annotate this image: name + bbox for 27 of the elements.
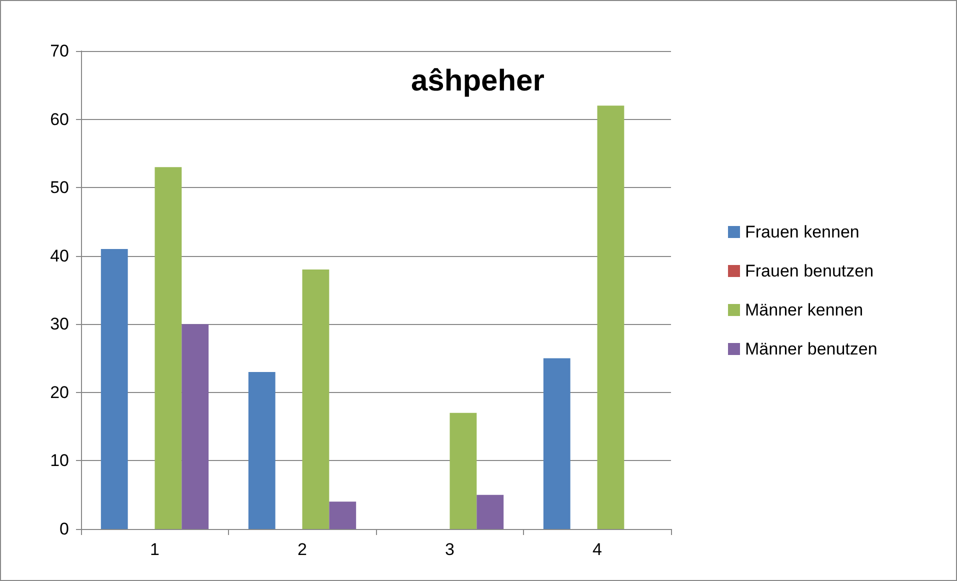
x-tick-label: 2 (298, 540, 307, 559)
y-tick-label: 30 (50, 314, 69, 334)
y-tick-label: 20 (50, 382, 69, 402)
y-tick-label: 50 (50, 178, 69, 198)
legend-label: Männer kennen (745, 300, 864, 320)
bar (154, 167, 182, 529)
bar (182, 324, 209, 529)
bar (543, 358, 570, 529)
bar (476, 494, 504, 529)
y-tick-label: 10 (50, 451, 69, 470)
y-tick-label: 70 (50, 42, 69, 60)
chart-title: aŝhpeher (411, 64, 545, 98)
bar (329, 502, 356, 529)
y-tick-label: 40 (50, 246, 69, 266)
x-tick-label: 1 (150, 540, 160, 559)
bar (248, 372, 276, 529)
bar (100, 249, 128, 529)
legend-label: Männer benutzen (745, 340, 878, 358)
y-tick-label: 60 (50, 110, 69, 129)
bar (597, 106, 624, 529)
x-tick-label: 4 (592, 540, 602, 559)
y-tick-label: 0 (60, 520, 69, 538)
x-tick-label: 3 (445, 540, 454, 559)
legend-label: Frauen benutzen (745, 262, 874, 280)
bar (302, 270, 330, 529)
bar (450, 412, 477, 529)
legend-label: Frauen kennen (745, 222, 860, 242)
